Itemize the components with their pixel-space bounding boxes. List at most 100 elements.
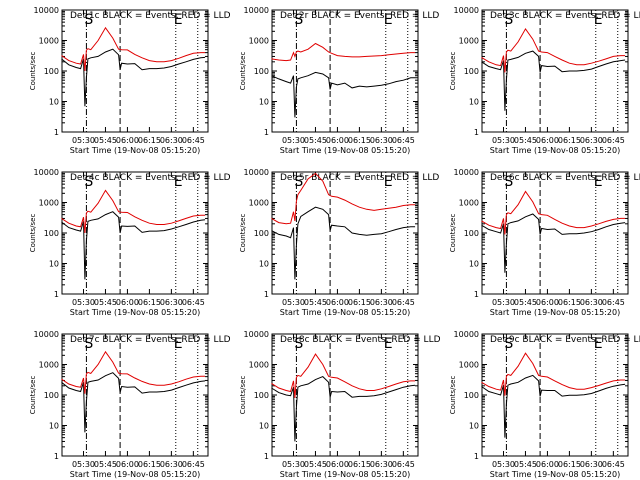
y-tick-label: 10000 bbox=[244, 330, 269, 339]
x-tick-label: 05:45 bbox=[514, 460, 537, 469]
x-tick-label: 06:45 bbox=[182, 136, 205, 145]
y-tick-label: 1000 bbox=[459, 37, 479, 46]
x-tick-label: 06:00 bbox=[116, 298, 139, 307]
y-tick-label: 1000 bbox=[249, 37, 269, 46]
chart-title: Det 5r BLACK = Events, RED = LLD bbox=[280, 173, 439, 183]
chart-title: Det 3c BLACK = Events, RED = LLD bbox=[490, 11, 640, 21]
event-marker-label: E bbox=[594, 174, 603, 190]
y-tick-label: 1 bbox=[264, 290, 269, 299]
x-tick-label: 06:15 bbox=[558, 136, 581, 145]
x-tick-label: 06:15 bbox=[348, 136, 371, 145]
x-tick-label: 06:45 bbox=[602, 460, 625, 469]
x-tick-label: 05:45 bbox=[304, 136, 327, 145]
chart-title: Det 8c BLACK = Events, RED = LLD bbox=[280, 335, 441, 345]
x-tick-label: 06:45 bbox=[392, 136, 415, 145]
y-tick-label: 100 bbox=[44, 391, 59, 400]
series-line-lld bbox=[481, 190, 626, 235]
y-tick-label: 10000 bbox=[34, 330, 59, 339]
chart-panel: Det 8c BLACK = Events, RED = LLD 1 10 100 10… bbox=[239, 330, 441, 479]
chart-panel: Det 6c BLACK = Events, RED = LLD 1 10 100 10… bbox=[449, 168, 640, 317]
event-marker-label: S bbox=[294, 174, 303, 190]
x-axis-label: Start Time (19-Nov-08 05:15:20) bbox=[490, 146, 620, 155]
event-marker-label: E bbox=[174, 174, 183, 190]
x-tick-label: 06:30 bbox=[160, 298, 183, 307]
y-tick-label: 1000 bbox=[39, 361, 59, 370]
x-tick-label: 06:00 bbox=[326, 136, 349, 145]
series-line-lld bbox=[61, 189, 206, 234]
y-tick-label: 10000 bbox=[454, 330, 479, 339]
x-tick-label: 06:45 bbox=[602, 298, 625, 307]
x-tick-label: 06:30 bbox=[370, 460, 393, 469]
x-tick-label: 05:45 bbox=[94, 136, 117, 145]
event-marker-label: S bbox=[504, 12, 513, 28]
series-line-events bbox=[61, 211, 206, 280]
x-tick-label: 06:15 bbox=[138, 460, 161, 469]
x-axis-label: Start Time (19-Nov-08 05:15:20) bbox=[280, 470, 410, 479]
x-tick-label: 06:15 bbox=[138, 136, 161, 145]
event-marker-label: S bbox=[84, 174, 93, 190]
y-tick-label: 100 bbox=[254, 67, 269, 76]
chart-panel: Det 9c BLACK = Events, RED = LLD 1 10 100 10… bbox=[449, 330, 640, 479]
y-tick-label: 100 bbox=[44, 229, 59, 238]
y-tick-label: 1000 bbox=[39, 199, 59, 208]
series-line-events bbox=[61, 48, 206, 107]
y-tick-label: 100 bbox=[464, 391, 479, 400]
y-tick-label: 10 bbox=[469, 422, 479, 431]
x-tick-label: 05:30 bbox=[72, 136, 95, 145]
x-tick-label: 06:15 bbox=[348, 298, 371, 307]
series-line-events bbox=[481, 213, 626, 273]
event-marker-label: E bbox=[384, 174, 393, 190]
series-line-lld bbox=[271, 353, 416, 399]
y-tick-label: 10 bbox=[259, 422, 269, 431]
x-tick-label: 06:00 bbox=[326, 460, 349, 469]
y-tick-label: 1000 bbox=[459, 361, 479, 370]
y-tick-label: 10 bbox=[49, 422, 59, 431]
chart-panel: Det 4c BLACK = Events, RED = LLD 1 10 100 10… bbox=[29, 168, 231, 317]
y-tick-label: 10 bbox=[259, 260, 269, 269]
plot-frame bbox=[271, 9, 419, 133]
y-axis-label: Counts/sec bbox=[29, 376, 37, 415]
y-tick-label: 1 bbox=[264, 128, 269, 137]
y-tick-label: 100 bbox=[254, 229, 269, 238]
x-tick-label: 06:00 bbox=[116, 136, 139, 145]
series-line-events bbox=[481, 50, 626, 111]
y-tick-label: 1 bbox=[54, 452, 59, 461]
x-tick-label: 06:00 bbox=[536, 298, 559, 307]
x-tick-label: 05:45 bbox=[304, 298, 327, 307]
event-marker-label: E bbox=[174, 336, 183, 352]
x-tick-label: 06:45 bbox=[392, 298, 415, 307]
x-axis-label: Start Time (19-Nov-08 05:15:20) bbox=[280, 146, 410, 155]
y-axis-label: Counts/sec bbox=[449, 214, 457, 253]
x-tick-label: 06:30 bbox=[580, 460, 603, 469]
event-marker-label: E bbox=[384, 12, 393, 28]
x-tick-label: 05:45 bbox=[514, 298, 537, 307]
x-tick-label: 06:00 bbox=[536, 460, 559, 469]
chart-title: Det 4c BLACK = Events, RED = LLD bbox=[70, 173, 231, 183]
y-tick-label: 1000 bbox=[249, 361, 269, 370]
chart-title: Det 1c BLACK = Events, RED = LLD bbox=[70, 11, 231, 21]
y-tick-label: 10000 bbox=[34, 168, 59, 177]
y-tick-label: 10 bbox=[469, 98, 479, 107]
x-axis-label: Start Time (19-Nov-08 05:15:20) bbox=[70, 470, 200, 479]
y-axis-label: Counts/sec bbox=[449, 376, 457, 415]
y-tick-label: 10000 bbox=[34, 6, 59, 15]
x-tick-label: 06:15 bbox=[138, 298, 161, 307]
y-axis-label: Counts/sec bbox=[239, 376, 247, 415]
x-axis-label: Start Time (19-Nov-08 05:15:20) bbox=[70, 308, 200, 317]
chart-title: Det 7c BLACK = Events, RED = LLD bbox=[70, 335, 231, 345]
x-tick-label: 06:15 bbox=[348, 460, 371, 469]
y-tick-label: 100 bbox=[44, 67, 59, 76]
x-tick-label: 05:30 bbox=[492, 298, 515, 307]
x-tick-label: 06:00 bbox=[536, 136, 559, 145]
series-line-lld bbox=[481, 352, 626, 396]
x-tick-label: 05:30 bbox=[72, 298, 95, 307]
series-line-events bbox=[271, 376, 416, 442]
x-tick-label: 05:30 bbox=[72, 460, 95, 469]
x-tick-label: 06:45 bbox=[602, 136, 625, 145]
x-tick-label: 06:30 bbox=[370, 298, 393, 307]
series-line-lld bbox=[271, 172, 416, 225]
x-tick-label: 05:30 bbox=[492, 460, 515, 469]
x-axis-label: Start Time (19-Nov-08 05:15:20) bbox=[490, 308, 620, 317]
event-marker-label: E bbox=[384, 336, 393, 352]
y-axis-label: Counts/sec bbox=[29, 214, 37, 253]
